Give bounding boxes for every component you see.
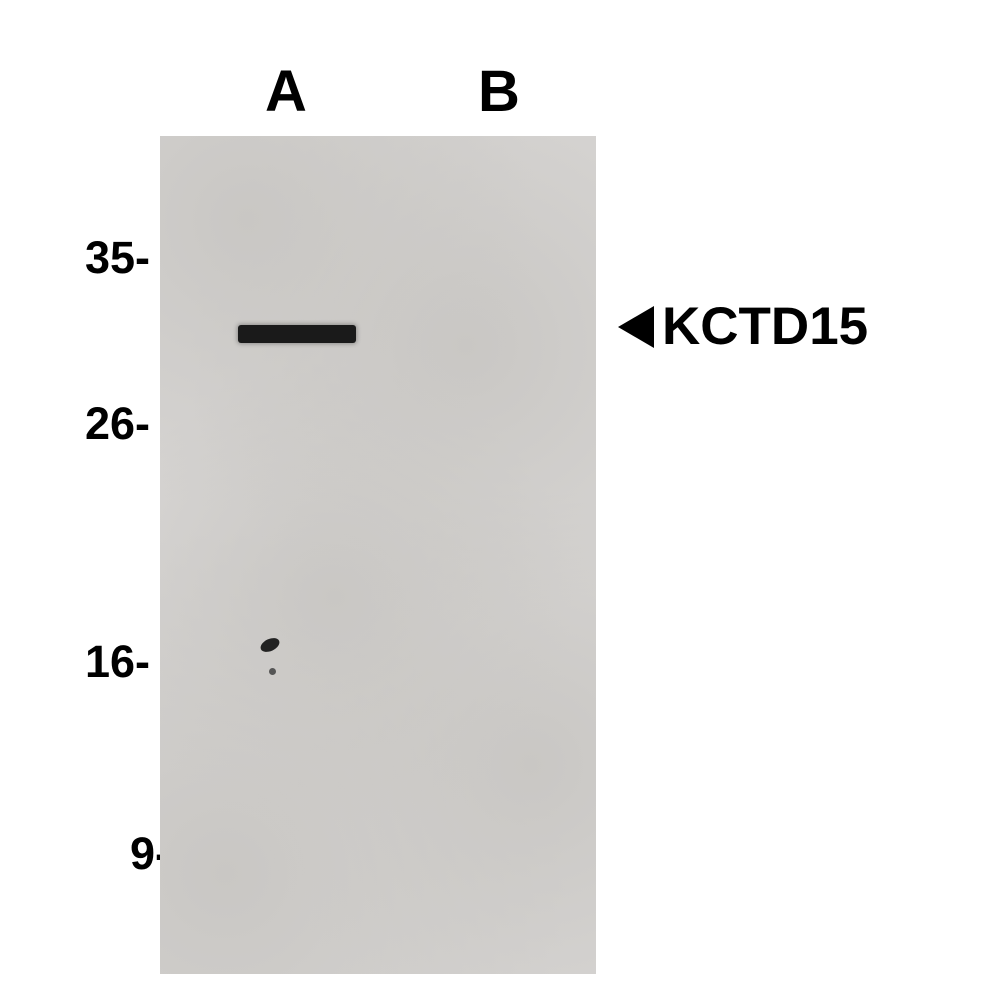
- marker-16: 16-: [60, 636, 150, 688]
- artifact-speck: [269, 668, 276, 675]
- marker-26: 26-: [60, 398, 150, 450]
- western-blot-figure: A B 35- 26- 16- 9- KCTD15: [0, 0, 1000, 1000]
- band-kctd15-lane-a: [238, 325, 356, 343]
- artifact-speck: [259, 635, 282, 654]
- band-annotation-text: KCTD15: [662, 296, 868, 357]
- blot-membrane: [160, 136, 596, 974]
- lane-label-a: A: [265, 58, 307, 125]
- lane-label-b: B: [478, 58, 520, 125]
- arrowhead-left-icon: [618, 306, 654, 348]
- marker-9: 9-: [80, 828, 170, 880]
- marker-35: 35-: [60, 232, 150, 284]
- band-annotation-kctd15: KCTD15: [618, 296, 868, 357]
